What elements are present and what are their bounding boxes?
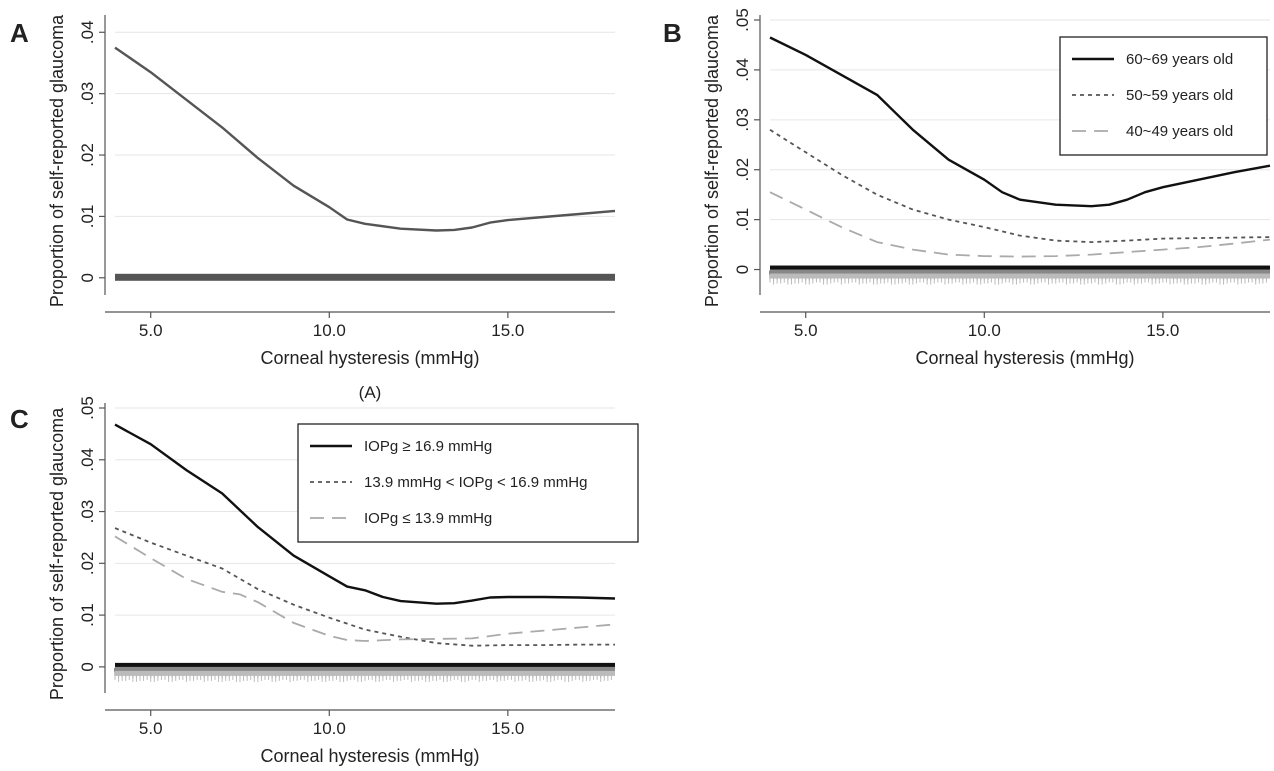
y-axis-title: Proportion of self-reported glaucoma <box>47 14 67 307</box>
x-axis-title: Corneal hysteresis (mmHg) <box>915 348 1134 368</box>
y-tick-label: .03 <box>78 500 97 524</box>
rug-band <box>769 273 1270 285</box>
y-tick-label: .01 <box>733 208 752 232</box>
y-axis-title: Proportion of self-reported glaucoma <box>702 14 722 307</box>
series-line-3 <box>769 191 1271 258</box>
legend: 60~69 years old 50~59 years old 40~49 year… <box>1059 36 1268 156</box>
legend: IOPg ≥ 16.9 mmHg 13.9 mmHg < IOPg < 16.9 … <box>297 423 639 543</box>
y-tick-label: .03 <box>733 108 752 132</box>
rug-band <box>114 670 615 682</box>
x-axis-title: Corneal hysteresis (mmHg) <box>260 348 479 368</box>
x-tick-label: 10.0 <box>313 719 346 738</box>
series-line-2 <box>114 527 615 647</box>
y-tick-label: .01 <box>78 603 97 627</box>
rug-fill <box>115 662 615 668</box>
x-tick-label: 5.0 <box>794 321 818 340</box>
x-tick-label: 15.0 <box>491 719 524 738</box>
rug-fill <box>115 666 615 672</box>
y-tick-label: .02 <box>78 552 97 576</box>
legend-label: IOPg ≥ 16.9 mmHg <box>364 438 492 455</box>
legend-box <box>1059 36 1268 156</box>
rug-band <box>115 273 615 281</box>
panel-b: B 0 .01 .02 .03 .04 .05 5.0 10.0 15.0 Corneal hyst… <box>663 8 1271 368</box>
legend-label: 13.9 mmHg < IOPg < 16.9 mmHg <box>364 474 587 491</box>
y-tick-label: .01 <box>78 205 97 229</box>
rug-fill <box>770 269 1270 275</box>
rug-fill <box>770 273 1270 279</box>
rug-fill <box>115 273 615 281</box>
y-tick-label: .02 <box>78 143 97 167</box>
legend-label: 50~59 years old <box>1126 87 1233 104</box>
x-tick-label: 5.0 <box>139 719 163 738</box>
x-tick-label: 10.0 <box>313 321 346 340</box>
y-tick-label: 0 <box>78 662 97 671</box>
x-tick-label: 15.0 <box>491 321 524 340</box>
y-tick-label: .03 <box>78 82 97 106</box>
series-line-1 <box>114 423 616 605</box>
y-tick-label: 0 <box>733 265 752 274</box>
panel-a: A 0 .01 .02 .03 .04 5.0 10.0 15.0 Corneal hystere… <box>10 14 616 402</box>
y-tick-label: 0 <box>78 273 97 282</box>
panel-letter: C <box>10 404 29 434</box>
y-tick-label: .04 <box>78 448 97 472</box>
y-tick-label: .04 <box>78 20 97 44</box>
series-line-2 <box>769 129 1271 244</box>
y-tick-label: .05 <box>78 396 97 420</box>
series-line-1 <box>114 46 616 232</box>
y-tick-label: .05 <box>733 8 752 32</box>
rug-fill <box>115 670 615 676</box>
legend-label: 60~69 years old <box>1126 51 1233 68</box>
x-tick-label: 15.0 <box>1146 321 1179 340</box>
y-tick-label: .02 <box>733 158 752 182</box>
y-tick-label: .04 <box>733 58 752 82</box>
panel-c: C 0 .01 .02 .03 .04 .05 5.0 10.0 15.0 Corneal hyst… <box>10 396 639 766</box>
rug-fill <box>770 265 1270 271</box>
panel-caption: (A) <box>359 383 382 402</box>
series-line-3 <box>114 535 616 642</box>
x-tick-label: 5.0 <box>139 321 163 340</box>
x-tick-label: 10.0 <box>968 321 1001 340</box>
legend-box <box>297 423 639 543</box>
x-axis-title: Corneal hysteresis (mmHg) <box>260 746 479 766</box>
panel-letter: A <box>10 18 29 48</box>
legend-label: 40~49 years old <box>1126 123 1233 140</box>
series-line-1 <box>769 36 1271 208</box>
y-axis-title: Proportion of self-reported glaucoma <box>47 407 67 700</box>
legend-label: IOPg ≤ 13.9 mmHg <box>364 510 492 527</box>
panel-letter: B <box>663 18 682 48</box>
